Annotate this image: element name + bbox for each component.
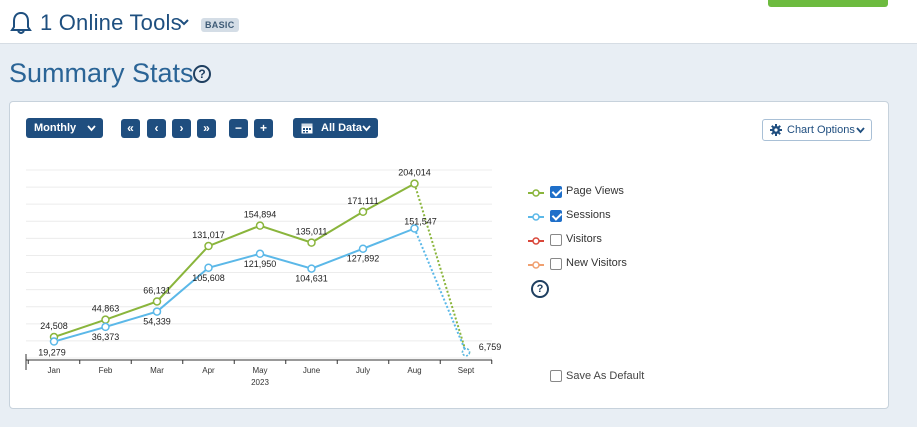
data-point bbox=[101, 322, 110, 332]
legend-label: New Visitors bbox=[566, 257, 627, 269]
page-title: Summary Stats bbox=[9, 58, 194, 88]
calendar-icon bbox=[301, 123, 313, 134]
top-bar: 1 Online Tools BASIC bbox=[0, 0, 917, 44]
chevron-down-icon bbox=[362, 125, 371, 132]
data-point bbox=[49, 337, 59, 346]
data-point bbox=[152, 307, 162, 316]
data-point bbox=[255, 221, 265, 230]
data-label: 105,608 bbox=[192, 273, 225, 283]
x-tick-label: May bbox=[252, 366, 267, 375]
data-point bbox=[461, 347, 471, 357]
data-point bbox=[410, 179, 419, 188]
visitors-checkbox[interactable] bbox=[550, 234, 562, 246]
series-partial-line bbox=[413, 228, 467, 353]
new-visitors-checkbox[interactable] bbox=[550, 258, 562, 270]
series-swatch bbox=[528, 213, 544, 221]
data-label: 6,759 bbox=[479, 342, 502, 352]
save-default-checkbox[interactable] bbox=[550, 370, 562, 382]
next-period-button[interactable]: › bbox=[172, 119, 191, 138]
x-tick-label: Sept bbox=[458, 366, 475, 375]
bell-icon[interactable] bbox=[10, 11, 32, 35]
legend-label: Page Views bbox=[566, 185, 624, 197]
series-swatch bbox=[528, 189, 544, 197]
plan-badge: BASIC bbox=[201, 18, 239, 32]
sessions-checkbox[interactable] bbox=[550, 210, 562, 222]
data-point bbox=[358, 244, 368, 253]
period-select-button[interactable]: Monthly bbox=[26, 118, 103, 138]
series-line bbox=[53, 227, 415, 343]
data-label: 104,631 bbox=[295, 274, 328, 284]
data-label: 36,373 bbox=[92, 332, 120, 342]
data-label: 54,339 bbox=[143, 317, 171, 327]
series-swatch bbox=[528, 261, 544, 269]
series-swatch bbox=[528, 237, 544, 245]
zoom-out-button[interactable]: − bbox=[229, 119, 248, 138]
x-tick-label: Apr bbox=[202, 366, 215, 375]
legend-help-icon[interactable]: ? bbox=[531, 280, 549, 298]
summary-stats-panel: Monthly « ‹ › » − + All Data Chart Optio… bbox=[9, 101, 889, 409]
legend-label: Sessions bbox=[566, 209, 611, 221]
app-title[interactable]: 1 Online Tools bbox=[40, 10, 182, 35]
chart-options-label: Chart Options bbox=[787, 124, 855, 136]
gear-icon bbox=[770, 124, 782, 136]
legend-label: Visitors bbox=[566, 233, 602, 245]
save-default-label: Save As Default bbox=[566, 370, 645, 382]
prev-period-button[interactable]: ‹ bbox=[147, 119, 166, 138]
period-label: Monthly bbox=[34, 122, 77, 134]
data-label: 24,508 bbox=[40, 321, 68, 331]
x-tick-label: July bbox=[356, 366, 370, 375]
chevron-down-icon[interactable] bbox=[178, 17, 190, 27]
date-range-button[interactable]: All Data bbox=[293, 118, 378, 138]
data-label: 131,017 bbox=[192, 230, 225, 240]
data-point bbox=[358, 207, 368, 217]
chevron-down-icon bbox=[87, 125, 96, 132]
date-range-label: All Data bbox=[321, 122, 362, 134]
data-point bbox=[204, 263, 213, 273]
x-tick-label: June bbox=[303, 366, 321, 375]
data-label: 154,894 bbox=[244, 210, 277, 220]
data-point bbox=[307, 264, 316, 273]
last-period-button[interactable]: » bbox=[197, 119, 216, 138]
data-point bbox=[101, 315, 110, 324]
data-point bbox=[152, 297, 162, 306]
data-label: 151,547 bbox=[404, 216, 437, 226]
first-period-button[interactable]: « bbox=[121, 119, 140, 138]
x-tick-label: Aug bbox=[407, 366, 421, 375]
data-point bbox=[204, 241, 213, 251]
series-line bbox=[53, 182, 415, 339]
chart-options-button[interactable]: Chart Options bbox=[762, 119, 872, 141]
data-label: 127,892 bbox=[347, 254, 380, 264]
data-label: 66,131 bbox=[143, 285, 171, 295]
data-label: 171,111 bbox=[347, 196, 378, 206]
data-label: 44,863 bbox=[92, 304, 120, 314]
chevron-down-icon bbox=[856, 127, 865, 134]
data-point bbox=[307, 238, 316, 247]
zoom-in-button[interactable]: + bbox=[254, 119, 273, 138]
x-year-label: 2023 bbox=[251, 378, 269, 387]
help-icon[interactable]: ? bbox=[193, 65, 211, 83]
data-label: 204,014 bbox=[398, 168, 431, 178]
upgrade-button[interactable] bbox=[768, 0, 888, 7]
x-tick-label: Feb bbox=[99, 366, 113, 375]
data-label: 121,950 bbox=[244, 259, 277, 269]
line-chart: Jan Feb Mar Apr May June July Aug Sept 2023 24,508… bbox=[25, 168, 502, 387]
data-label: 19,279 bbox=[38, 348, 66, 358]
x-tick-label: Mar bbox=[150, 366, 164, 375]
data-point bbox=[255, 249, 265, 259]
data-point bbox=[410, 224, 419, 233]
page-views-checkbox[interactable] bbox=[550, 186, 562, 198]
series-partial-line bbox=[413, 183, 467, 353]
x-tick-label: Jan bbox=[48, 366, 61, 375]
data-label: 135,011 bbox=[296, 227, 328, 237]
